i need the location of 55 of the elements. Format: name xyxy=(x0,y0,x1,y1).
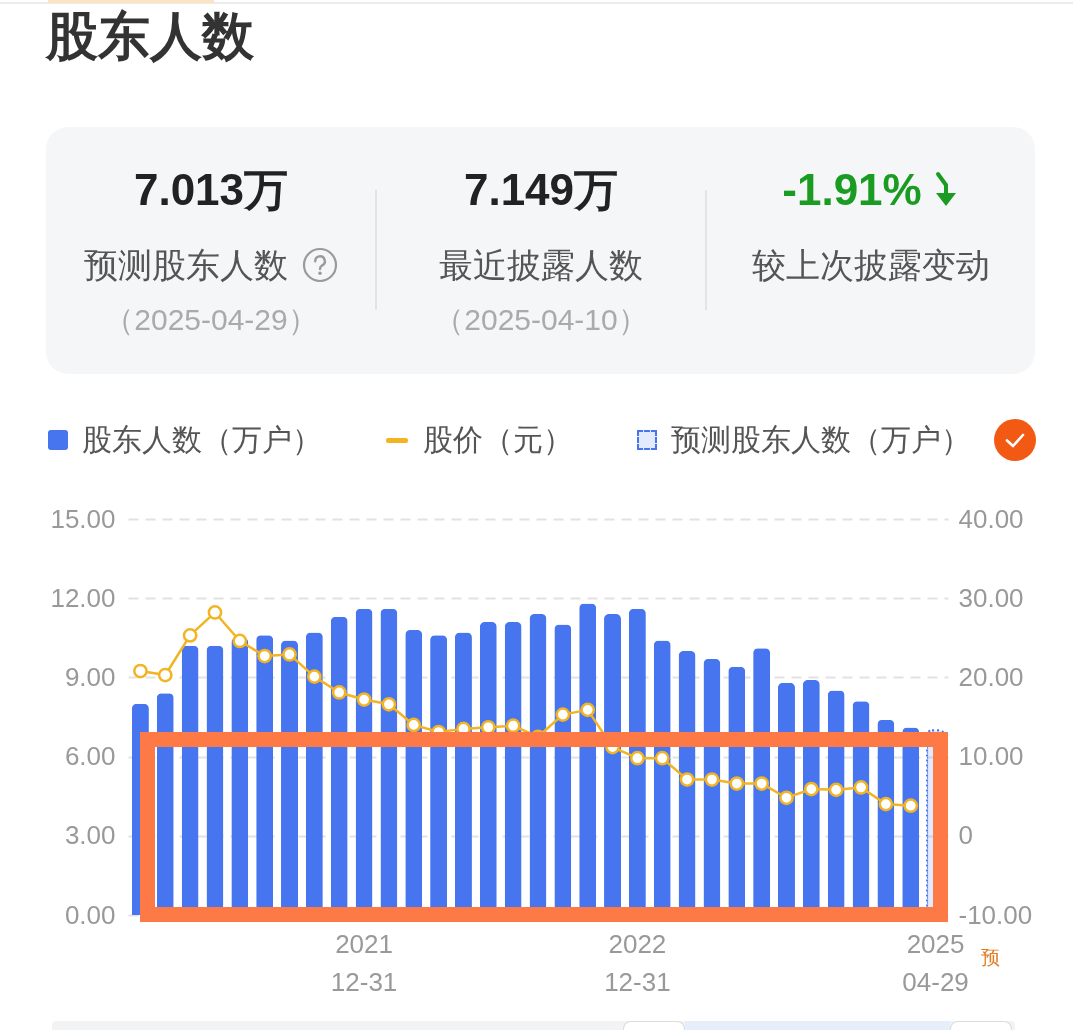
y-tick-label: 15.00 xyxy=(50,503,116,534)
point xyxy=(878,796,894,812)
y2-tick-label: 20.00 xyxy=(958,661,1024,692)
y-tick-label: 6.00 xyxy=(64,741,116,772)
point xyxy=(654,750,670,766)
text: 较上次披露变动 xyxy=(752,245,990,286)
point xyxy=(133,663,148,679)
text: -1.91% xyxy=(782,164,922,216)
point xyxy=(232,633,248,649)
point xyxy=(828,782,844,798)
point xyxy=(381,696,397,712)
text: 股东人数 xyxy=(46,6,254,66)
text: （2025-04-29） xyxy=(104,302,318,338)
y2-tick-label: 10.00 xyxy=(958,741,1024,772)
y-tick-label: 12.00 xyxy=(50,582,116,613)
y2-tick-label: -10.00 xyxy=(958,899,1033,930)
text: 7.149万 xyxy=(463,164,619,216)
point xyxy=(505,718,521,734)
text: 预 xyxy=(980,947,1000,969)
point xyxy=(704,772,720,787)
y2-tick-label: 30.00 xyxy=(958,582,1024,613)
point xyxy=(207,605,223,620)
text: 最近披露人数 xyxy=(439,245,643,286)
point xyxy=(406,717,422,733)
point xyxy=(679,772,695,787)
y-tick-label: 9.00 xyxy=(64,661,116,692)
point xyxy=(331,685,347,700)
point xyxy=(257,648,273,664)
point xyxy=(853,780,869,795)
text: 7.013万 xyxy=(133,164,289,216)
point xyxy=(306,669,322,684)
point xyxy=(282,647,297,662)
y2-tick-label: 0 xyxy=(958,820,973,851)
point xyxy=(182,628,198,643)
x-tick-label: 2021 12-31 xyxy=(330,928,398,997)
point xyxy=(779,790,794,806)
point xyxy=(157,667,173,683)
point xyxy=(729,776,745,791)
point xyxy=(555,707,571,722)
x-tick-label: 2022 12-31 xyxy=(604,928,671,997)
point xyxy=(903,798,919,814)
legend-label: 股价（元） xyxy=(423,421,573,458)
text: （2025-04-10） xyxy=(434,302,648,338)
point xyxy=(754,776,770,791)
text: 预测股东人数 xyxy=(84,245,288,286)
y-tick-label: 0.00 xyxy=(64,899,116,930)
point xyxy=(356,692,372,707)
legend-label: 股东人数（万户） xyxy=(82,421,322,458)
y-tick-label: 3.00 xyxy=(64,820,116,851)
x-tick-label: 2025 04-29 xyxy=(902,928,969,997)
point xyxy=(630,750,645,766)
legend-label: 预测股东人数（万户） xyxy=(671,421,971,458)
y2-tick-label: 40.00 xyxy=(958,503,1024,534)
point xyxy=(580,702,596,718)
point xyxy=(803,781,819,797)
